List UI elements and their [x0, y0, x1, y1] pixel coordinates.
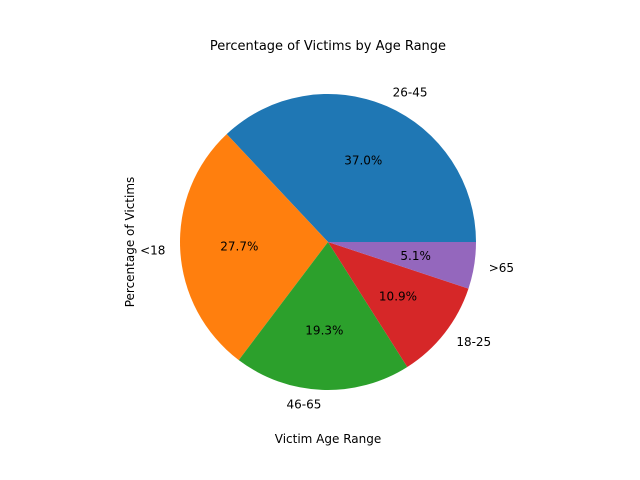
slice-percentage-label: 37.0%	[344, 154, 382, 168]
x-axis-label: Victim Age Range	[275, 432, 381, 446]
pie-slices	[180, 94, 477, 390]
slice-category-label: >65	[489, 261, 514, 275]
category-labels: 26-45 <18 46-65 18-25 >65	[140, 86, 514, 412]
pie-slice--65	[328, 242, 476, 289]
slice-category-label: 18-25	[456, 335, 491, 349]
slice-category-label: 26-45	[393, 86, 428, 100]
slice-percentage-label: 5.1%	[400, 249, 431, 263]
slice-category-label: 46-65	[286, 398, 321, 412]
y-axis-label: Percentage of Victims	[123, 177, 137, 308]
slice-percentage-label: 10.9%	[379, 290, 417, 304]
slice-category-label: <18	[140, 244, 165, 258]
percentage-labels: 37.0% 27.7% 19.3% 10.9% 5.1%	[220, 154, 431, 338]
slice-percentage-label: 27.7%	[220, 240, 258, 254]
chart-title: Percentage of Victims by Age Range	[210, 39, 446, 54]
pie-slice--18	[180, 134, 328, 361]
pie-slice-26-45	[226, 94, 477, 242]
pie-slice-46-65	[238, 242, 408, 390]
pie-slice-18-25	[328, 242, 469, 367]
slice-percentage-label: 19.3%	[305, 324, 343, 338]
